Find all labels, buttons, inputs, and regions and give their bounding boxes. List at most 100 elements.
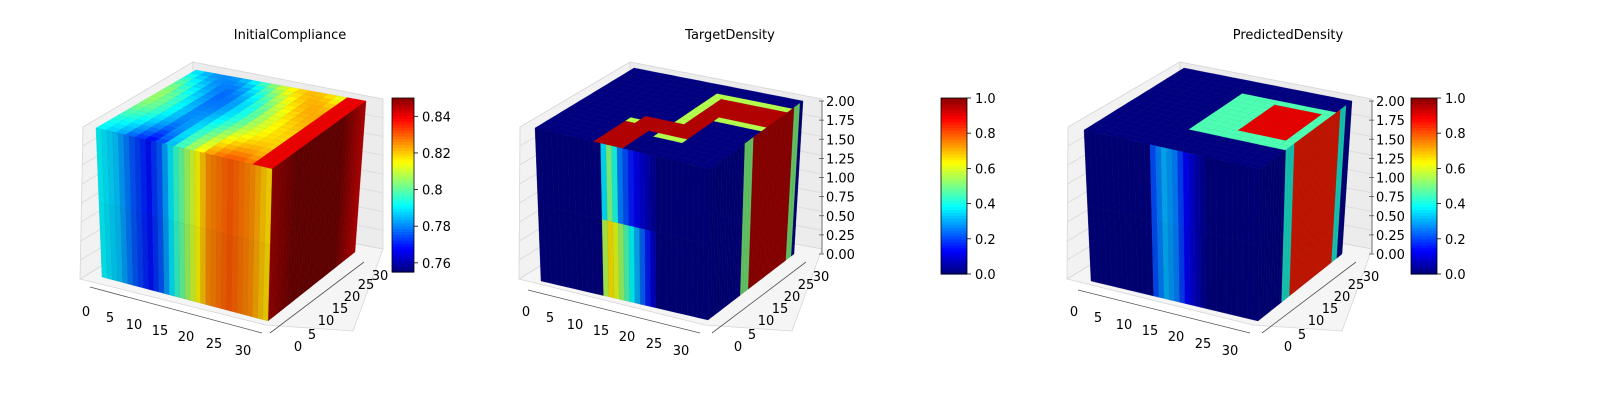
colorbar-segment — [941, 174, 967, 178]
colorbar-segment — [392, 147, 414, 151]
colorbar-tick-label: 0.6 — [975, 162, 996, 177]
colorbar-tick-label: 0.6 — [1445, 162, 1466, 177]
colorbar-segment — [941, 124, 967, 128]
x-tick-label: 10 — [1116, 318, 1133, 333]
colorbar-segment — [941, 194, 967, 199]
colorbar-tick-label: 0.0 — [975, 268, 996, 283]
colorbar-segment — [1411, 206, 1437, 211]
voxel-front — [703, 167, 711, 245]
colorbar-segment — [1411, 241, 1437, 246]
colorbar-segment — [941, 253, 967, 257]
y-tick-label: 20 — [784, 290, 801, 305]
colorbar-segment — [941, 147, 967, 152]
colorbar-segment — [1411, 118, 1437, 123]
colorbar-tick-label: 0.4 — [1445, 198, 1466, 213]
colorbar-segment — [1411, 221, 1437, 225]
y-tick-label: 20 — [344, 290, 361, 305]
voxel-front — [1215, 234, 1222, 313]
colorbar-segment — [1411, 259, 1437, 263]
colorbar-segment — [1411, 121, 1437, 125]
voxel-front — [633, 150, 640, 229]
panel-target-density: 0 5 10 15 20 25 30 0510152025300.000.250.500.75… — [517, 28, 996, 359]
x-tick-label: 25 — [206, 337, 223, 352]
chart-title: InitialCompliance — [234, 28, 347, 43]
colorbar-segment — [392, 199, 414, 203]
colorbar-segment — [392, 260, 414, 264]
y-tick-label: 15 — [332, 302, 349, 317]
voxel-front — [1253, 167, 1261, 246]
voxel-front — [1221, 160, 1228, 238]
colorbar-segment — [941, 118, 967, 123]
voxel-front — [622, 148, 629, 226]
x-tick-label: 30 — [1222, 344, 1239, 359]
colorbar-segment — [941, 100, 967, 105]
y-axis-line — [269, 261, 365, 334]
colorbar-segment — [1411, 153, 1437, 158]
x-tick-label: 25 — [646, 337, 663, 352]
voxel-front — [211, 154, 218, 232]
colorbar-segment — [941, 106, 967, 111]
voxel-front — [644, 153, 651, 231]
x-tick-label: 0 — [522, 305, 530, 320]
y-tick-label: 10 — [1308, 314, 1325, 329]
y-tick-label: 15 — [772, 302, 789, 317]
y-tick-label: 20 — [1334, 290, 1351, 305]
colorbar-segment — [941, 183, 967, 187]
colorbar-segment — [941, 130, 967, 134]
colorbar-segment — [941, 112, 967, 117]
colorbar-tick-label: 1.0 — [975, 92, 996, 107]
voxel-front — [627, 149, 635, 228]
voxel-front — [215, 231, 223, 309]
colorbar-segment — [941, 200, 967, 205]
colorbar-segment — [941, 212, 967, 216]
z-tick-label: 1.00 — [826, 172, 855, 187]
colorbar-segment — [392, 257, 414, 261]
colorbar-segment — [941, 103, 967, 108]
colorbar-segment — [1411, 224, 1437, 228]
colorbar-segment — [1411, 109, 1437, 114]
voxel-front — [200, 227, 207, 305]
z-tick-label: 0.75 — [1376, 191, 1405, 206]
voxel-front — [184, 223, 191, 301]
colorbar-tick-label: 1.0 — [1445, 92, 1466, 107]
voxel-front — [660, 157, 667, 235]
voxel-front — [172, 145, 180, 223]
voxel-front — [1226, 237, 1233, 315]
plot-layer: 0 5 10 15 20 25 30 0510152025300.760.780.80.820… — [78, 61, 451, 359]
colorbar-segment — [392, 248, 414, 253]
x-tick-label: 5 — [546, 311, 554, 326]
colorbar-segment — [392, 176, 414, 180]
colorbar-segment — [941, 121, 967, 125]
colorbar-segment — [1411, 188, 1437, 193]
colorbar-segment — [392, 132, 414, 137]
colorbar-segment — [1411, 232, 1437, 237]
colorbar-segment — [941, 144, 967, 149]
x-tick-label: 20 — [619, 330, 636, 345]
chart-title: TargetDensity — [684, 28, 775, 43]
voxel-front — [681, 238, 688, 316]
colorbar-segment — [392, 156, 414, 160]
colorbar-segment — [941, 244, 967, 249]
colorbar-segment — [392, 106, 414, 111]
colorbar-segment — [392, 193, 414, 198]
x-axis-line — [527, 289, 701, 334]
y-tick-label: 25 — [358, 278, 375, 293]
colorbar-segment — [392, 245, 414, 250]
colorbar-segment — [941, 136, 967, 140]
colorbar-segment — [941, 150, 967, 155]
voxel-front — [173, 220, 180, 298]
colorbar-segment — [1411, 156, 1437, 161]
x-tick-label: 30 — [673, 344, 690, 359]
voxel-front — [692, 240, 699, 318]
colorbar-segment — [941, 230, 967, 234]
voxel-front — [1182, 151, 1190, 230]
colorbar-segment — [941, 235, 967, 240]
voxel-front — [1215, 159, 1222, 237]
voxel-front — [221, 232, 228, 311]
y-tick-label: 5 — [748, 328, 756, 343]
colorbar-segment — [1411, 177, 1437, 181]
colorbar-segment — [941, 162, 967, 167]
colorbar-segment — [1411, 162, 1437, 167]
colorbar-segment — [1411, 180, 1437, 184]
x-tick-label: 5 — [106, 311, 114, 326]
